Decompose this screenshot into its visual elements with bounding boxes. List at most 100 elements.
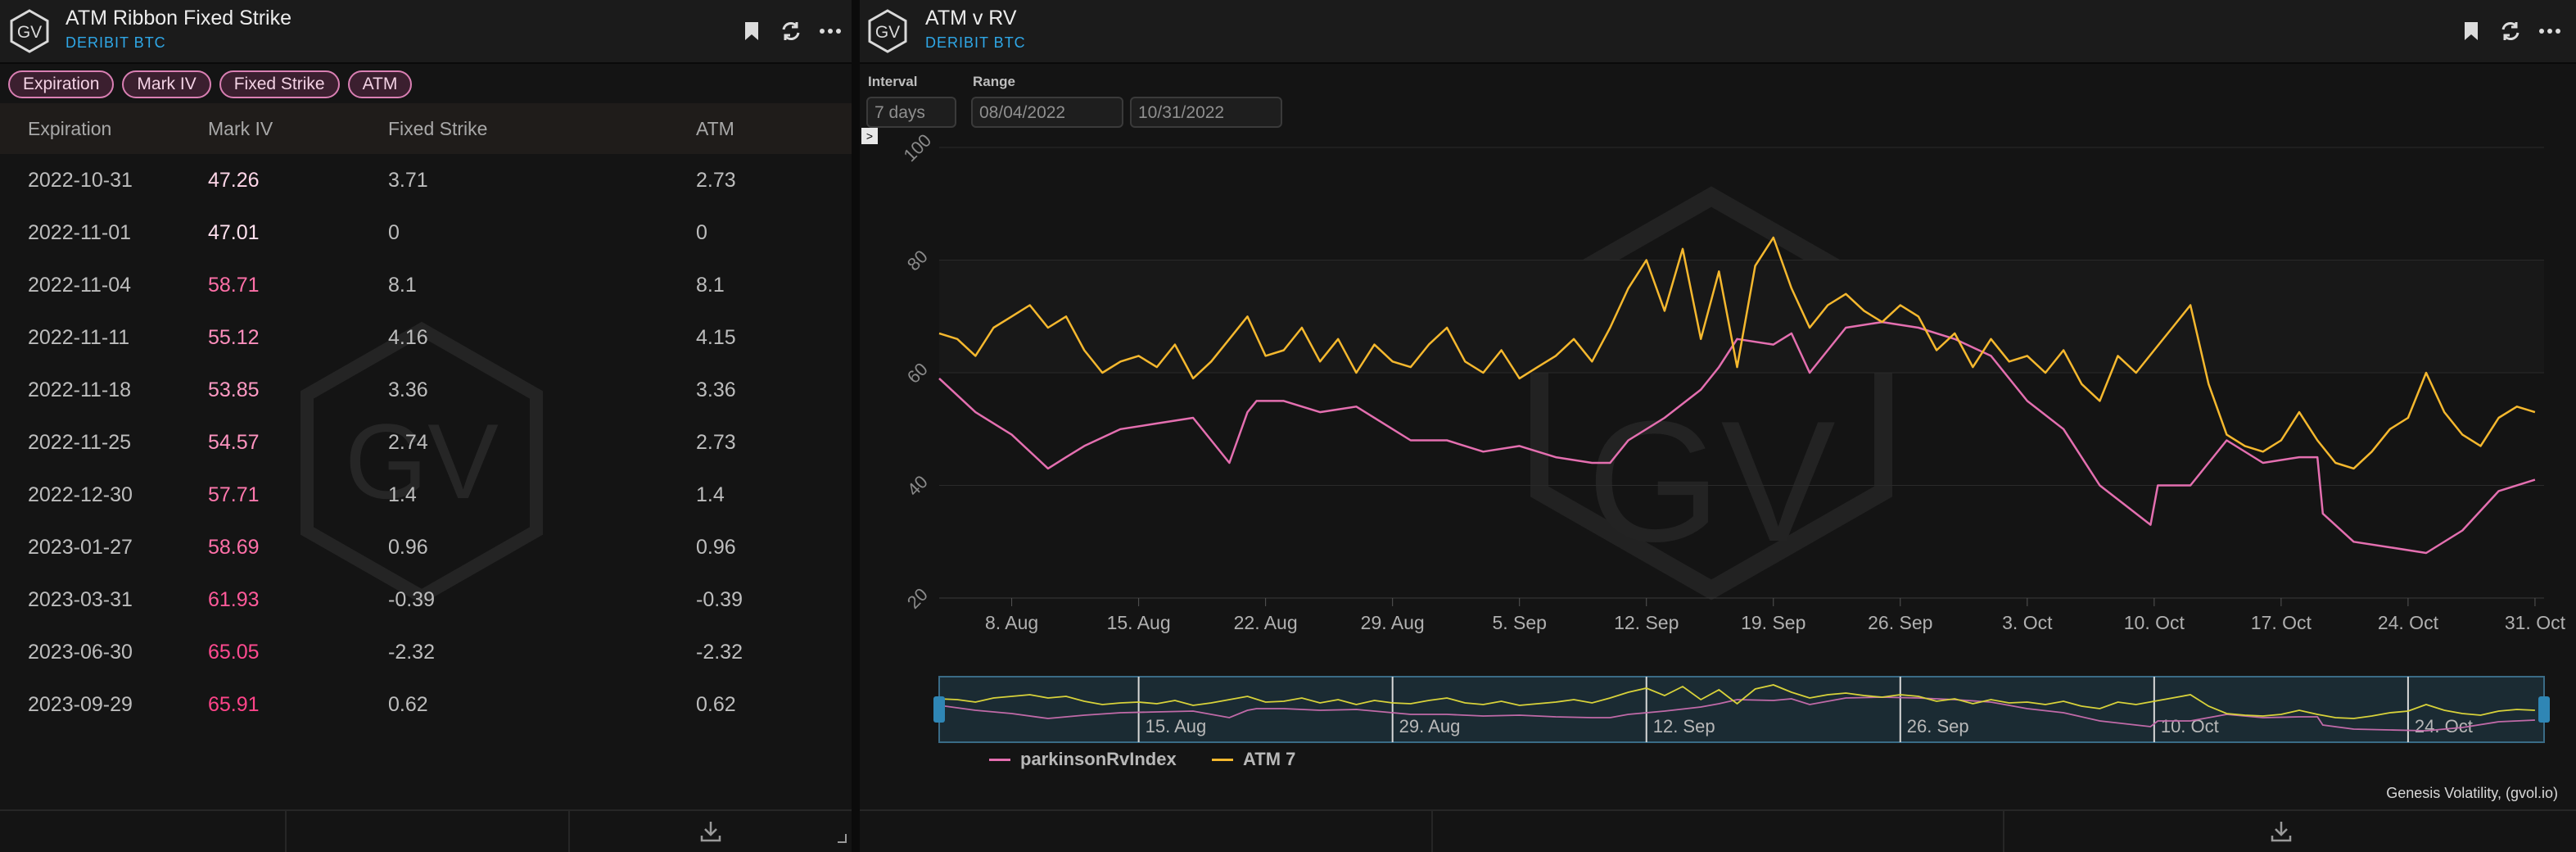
expiration-cell: 2023-01-27 bbox=[28, 536, 133, 559]
fixed-strike-cell: 0.96 bbox=[388, 536, 428, 559]
table-row[interactable]: 2023-01-27 58.69 0.96 0.96 bbox=[0, 521, 852, 573]
column-header-atm[interactable]: ATM bbox=[696, 118, 734, 139]
mark-iv-cell: 58.69 bbox=[208, 536, 260, 559]
navigator-tick-label: 26. Sep bbox=[1907, 716, 1969, 736]
table-row[interactable]: 2022-10-31 47.26 3.71 2.73 bbox=[0, 154, 852, 206]
fixed-strike-cell: 0.62 bbox=[388, 693, 428, 716]
panel-header: GV ATM v RV DERIBIT BTC bbox=[860, 0, 2576, 64]
atm-cell: 0.96 bbox=[696, 536, 736, 559]
footer-divider bbox=[568, 811, 570, 852]
panel-header: GV ATM Ribbon Fixed Strike DERIBIT BTC bbox=[0, 0, 852, 64]
table-row[interactable]: 2022-11-18 53.85 3.36 3.36 bbox=[0, 364, 852, 416]
expiration-cell: 2022-11-25 bbox=[28, 431, 132, 454]
fixed-strike-cell: 3.36 bbox=[388, 378, 428, 401]
filter-chip-mark-iv[interactable]: Mark IV bbox=[122, 70, 211, 98]
atm-cell: 2.73 bbox=[696, 169, 736, 192]
series-line-atm-7[interactable] bbox=[938, 236, 2536, 470]
fixed-strike-cell: 0 bbox=[388, 221, 400, 244]
expiration-cell: 2023-03-31 bbox=[28, 588, 133, 611]
x-tick-label: 31. Oct bbox=[2505, 612, 2566, 633]
logo-text: GV bbox=[875, 23, 900, 42]
panel-title: ATM v RV bbox=[925, 7, 1017, 29]
watermark-text: GV bbox=[1587, 385, 1835, 578]
filter-chip-fixed-strike[interactable]: Fixed Strike bbox=[219, 70, 340, 98]
navigator-right-handle[interactable] bbox=[2538, 696, 2550, 723]
panel-footer bbox=[860, 809, 2576, 852]
x-tick-label: 8. Aug bbox=[985, 612, 1038, 633]
column-header-expiration[interactable]: Expiration bbox=[28, 118, 112, 139]
collapse-controls-button[interactable]: > bbox=[861, 128, 878, 144]
mark-iv-cell: 65.05 bbox=[208, 641, 260, 664]
table-row[interactable]: 2022-11-04 58.71 8.1 8.1 bbox=[0, 259, 852, 311]
atm-cell: -0.39 bbox=[696, 588, 743, 611]
legend-item-atm[interactable]: ATM 7 bbox=[1212, 749, 1295, 770]
footer-divider bbox=[1431, 811, 1433, 852]
navigator-window[interactable] bbox=[938, 676, 2545, 743]
fixed-strike-cell: -2.32 bbox=[388, 641, 435, 664]
navigator-tick-label: 12. Sep bbox=[1653, 716, 1715, 736]
bookmark-icon[interactable] bbox=[737, 16, 766, 46]
y-tick-label: 100 bbox=[900, 130, 936, 166]
table-row[interactable]: 2023-03-31 61.93 -0.39 -0.39 bbox=[0, 573, 852, 626]
more-icon[interactable] bbox=[816, 16, 845, 46]
range-start-input[interactable]: 08/04/2022 bbox=[971, 97, 1123, 128]
atm-cell: 0 bbox=[696, 221, 707, 244]
x-tick-label: 5. Sep bbox=[1492, 612, 1547, 633]
atm-cell: 0.62 bbox=[696, 693, 736, 716]
x-tick-label: 24. Oct bbox=[2378, 612, 2439, 633]
panel-footer bbox=[0, 809, 852, 852]
mark-iv-cell: 47.26 bbox=[208, 169, 260, 192]
interval-select[interactable]: 7 days bbox=[866, 97, 956, 128]
column-header-mark-iv[interactable]: Mark IV bbox=[208, 118, 273, 139]
navigator-tick-label: 10. Oct bbox=[2161, 716, 2219, 736]
download-icon[interactable] bbox=[2270, 819, 2293, 848]
table-row[interactable]: 2023-09-29 65.91 0.62 0.62 bbox=[0, 678, 852, 731]
atm-cell: 8.1 bbox=[696, 274, 725, 297]
mark-iv-cell: 57.71 bbox=[208, 483, 260, 506]
atm-cell: 1.4 bbox=[696, 483, 725, 506]
table-row[interactable]: 2022-12-30 57.71 1.4 1.4 bbox=[0, 469, 852, 521]
series-line-parkinson-rv[interactable] bbox=[938, 320, 2536, 555]
table-row[interactable]: 2022-11-25 54.57 2.74 2.73 bbox=[0, 416, 852, 469]
footer-divider bbox=[285, 811, 287, 852]
expiration-cell: 2022-11-18 bbox=[28, 378, 132, 401]
filter-chip-atm[interactable]: ATM bbox=[347, 70, 413, 98]
mark-iv-cell: 61.93 bbox=[208, 588, 260, 611]
chart-credit[interactable]: Genesis Volatility, (gvol.io) bbox=[2386, 785, 2558, 801]
chart-watermark: GV bbox=[1530, 186, 1892, 600]
atm-cell: 4.15 bbox=[696, 326, 736, 349]
fixed-strike-cell: 8.1 bbox=[388, 274, 417, 297]
atm-rv-chart[interactable]: GV 100 80 60 40 20 8. Aug 15. Aug 22. Aug 29. A… bbox=[860, 0, 2576, 746]
table-row[interactable]: 2023-06-30 65.05 -2.32 -2.32 bbox=[0, 626, 852, 678]
legend-item-parkinson[interactable]: parkinsonRvIndex bbox=[989, 749, 1177, 770]
column-header-fixed-strike[interactable]: Fixed Strike bbox=[388, 118, 488, 139]
more-icon[interactable] bbox=[2535, 16, 2565, 46]
y-tick-label: 60 bbox=[903, 359, 932, 387]
table-body: 2022-10-31 47.26 3.71 2.73 2022-11-01 47… bbox=[0, 154, 852, 731]
filter-chips: Expiration Mark IV Fixed Strike ATM bbox=[8, 70, 413, 98]
atm-cell: 3.36 bbox=[696, 378, 736, 401]
x-tick-label: 29. Aug bbox=[1361, 612, 1425, 633]
table-row[interactable]: 2022-11-01 47.01 0 0 bbox=[0, 206, 852, 259]
bookmark-icon[interactable] bbox=[2456, 16, 2486, 46]
download-icon[interactable] bbox=[699, 819, 722, 848]
mark-iv-cell: 47.01 bbox=[208, 221, 260, 244]
x-tick-label: 10. Oct bbox=[2124, 612, 2185, 633]
legend-swatch bbox=[989, 758, 1010, 761]
refresh-icon[interactable] bbox=[2496, 16, 2525, 46]
navigator-tick-label: 15. Aug bbox=[1146, 716, 1207, 736]
logo-text: GV bbox=[17, 23, 42, 42]
legend-swatch bbox=[1212, 758, 1233, 761]
gv-logo-icon: GV bbox=[865, 8, 911, 54]
navigator-series-line bbox=[938, 684, 2535, 719]
x-tick-label: 19. Sep bbox=[1741, 612, 1805, 633]
range-end-input[interactable]: 10/31/2022 bbox=[1130, 97, 1282, 128]
atm-cell: 2.73 bbox=[696, 431, 736, 454]
refresh-icon[interactable] bbox=[776, 16, 806, 46]
resize-handle-icon[interactable] bbox=[837, 832, 847, 847]
panel-title: ATM Ribbon Fixed Strike bbox=[66, 7, 292, 29]
x-tick-label: 17. Oct bbox=[2251, 612, 2312, 633]
table-row[interactable]: 2022-11-11 55.12 4.16 4.15 bbox=[0, 311, 852, 364]
filter-chip-expiration[interactable]: Expiration bbox=[8, 70, 115, 98]
navigator-left-handle[interactable] bbox=[933, 696, 945, 723]
